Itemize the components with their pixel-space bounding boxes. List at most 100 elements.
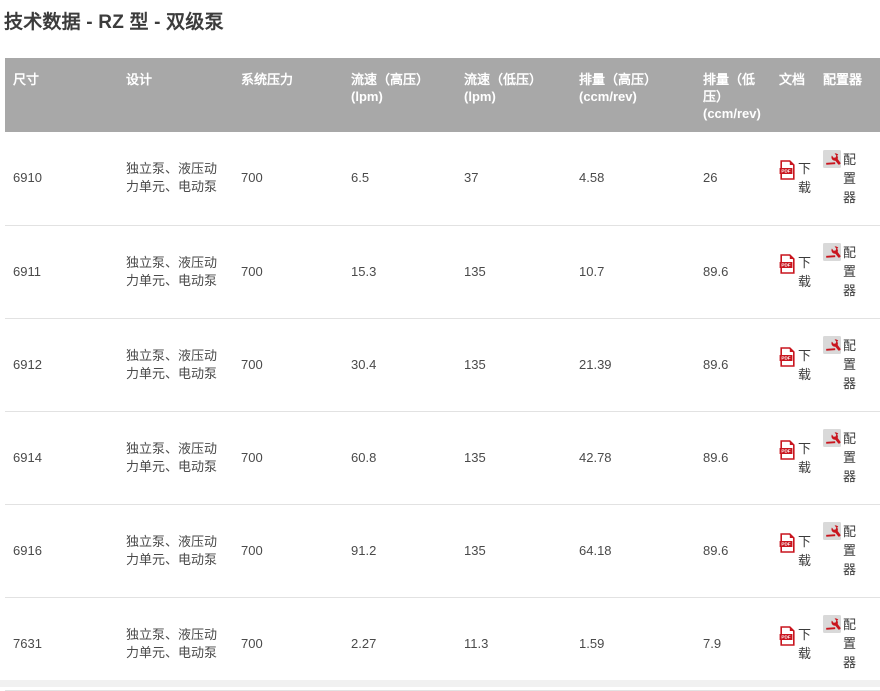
cell-flow-high: 91.2	[343, 504, 456, 598]
wrench-icon	[823, 243, 841, 261]
table-row: 6916 独立泵、液压动力单元、电动泵 700 91.2 135 64.18 8…	[5, 504, 880, 598]
cell-design: 独立泵、液压动力单元、电动泵	[118, 597, 233, 691]
download-pdf-link[interactable]: PDF 下载	[779, 253, 813, 291]
pdf-file-icon: PDF	[779, 625, 796, 646]
cell-displacement-high: 1.59	[571, 597, 695, 691]
cell-configurator: 配置器	[815, 132, 880, 226]
cell-design: 独立泵、液压动力单元、电动泵	[118, 318, 233, 412]
cell-size: 7631	[5, 597, 118, 691]
column-header-size: 尺寸	[5, 58, 118, 132]
cell-documents: PDF 下载	[771, 132, 815, 226]
wrench-icon	[823, 149, 841, 168]
table-row: 6912 独立泵、液压动力单元、电动泵 700 30.4 135 21.39 8…	[5, 318, 880, 412]
pdf-file-icon: PDF	[779, 346, 796, 367]
wrench-icon	[823, 615, 841, 633]
download-pdf-link[interactable]: PDF 下载	[779, 625, 813, 663]
svg-text:PDF: PDF	[781, 448, 790, 453]
cell-system-pressure: 700	[233, 504, 343, 598]
pdf-file-icon: PDF	[779, 253, 796, 274]
page-title: 技术数据 - RZ 型 - 双级泵	[4, 12, 224, 33]
cell-flow-high: 6.5	[343, 132, 456, 226]
cell-displacement-high: 21.39	[571, 318, 695, 412]
cell-system-pressure: 700	[233, 597, 343, 691]
cell-design: 独立泵、液压动力单元、电动泵	[118, 132, 233, 226]
cell-size: 6910	[5, 132, 118, 226]
download-pdf-link[interactable]: PDF 下载	[779, 532, 813, 570]
download-label: 下载	[798, 347, 812, 382]
cell-size: 6916	[5, 504, 118, 598]
wrench-icon	[823, 336, 841, 354]
table-header: 尺寸 设计 系统压力 流速（高压） (lpm) 流速（低压） (lpm) 排量（…	[5, 58, 880, 132]
cell-configurator: 配置器	[815, 504, 880, 598]
configurator-label: 配置器	[843, 524, 857, 577]
cell-size: 6911	[5, 225, 118, 319]
svg-text:PDF: PDF	[781, 634, 790, 639]
cell-flow-high: 60.8	[343, 411, 456, 505]
cell-system-pressure: 700	[233, 225, 343, 319]
cell-displacement-low: 89.6	[695, 225, 771, 319]
download-pdf-link[interactable]: PDF 下载	[779, 439, 813, 477]
cell-configurator: 配置器	[815, 597, 880, 691]
download-pdf-link[interactable]: PDF 下载	[779, 159, 813, 197]
cell-design: 独立泵、液压动力单元、电动泵	[118, 504, 233, 598]
cell-displacement-low: 89.6	[695, 504, 771, 598]
column-header-displacement-high: 排量（高压） (ccm/rev)	[571, 58, 695, 132]
configurator-label: 配置器	[843, 151, 857, 205]
svg-text:PDF: PDF	[781, 262, 790, 267]
wrench-icon	[823, 522, 841, 540]
configurator-link[interactable]: 配置器	[823, 429, 858, 486]
column-header-flow-low: 流速（低压） (lpm)	[456, 58, 571, 132]
cell-displacement-low: 89.6	[695, 318, 771, 412]
pdf-file-icon: PDF	[779, 532, 796, 553]
pdf-file-icon: PDF	[779, 439, 796, 460]
cell-configurator: 配置器	[815, 225, 880, 319]
cell-flow-low: 135	[456, 504, 571, 598]
cell-system-pressure: 700	[233, 411, 343, 505]
configurator-label: 配置器	[843, 431, 857, 484]
column-header-design: 设计	[118, 58, 233, 132]
cell-design: 独立泵、液压动力单元、电动泵	[118, 225, 233, 319]
cell-flow-high: 2.27	[343, 597, 456, 691]
cell-displacement-low: 26	[695, 132, 771, 226]
wrench-icon	[823, 429, 841, 447]
column-header-configurator: 配置器	[815, 58, 880, 132]
configurator-label: 配置器	[843, 617, 857, 670]
download-label: 下载	[798, 254, 812, 289]
configurator-link[interactable]: 配置器	[823, 615, 858, 672]
svg-text:PDF: PDF	[781, 541, 790, 546]
cell-flow-high: 15.3	[343, 225, 456, 319]
configurator-link[interactable]: 配置器	[823, 243, 858, 300]
cell-documents: PDF 下载	[771, 318, 815, 412]
download-label: 下载	[798, 626, 812, 661]
svg-text:PDF: PDF	[781, 169, 790, 174]
cell-displacement-low: 89.6	[695, 411, 771, 505]
table-row: 6914 独立泵、液压动力单元、电动泵 700 60.8 135 42.78 8…	[5, 411, 880, 505]
cell-displacement-low: 7.9	[695, 597, 771, 691]
cell-flow-low: 11.3	[456, 597, 571, 691]
cell-design: 独立泵、液压动力单元、电动泵	[118, 411, 233, 505]
download-label: 下载	[798, 161, 812, 196]
cell-displacement-high: 4.58	[571, 132, 695, 226]
cell-flow-low: 37	[456, 132, 571, 226]
column-header-system-pressure: 系统压力	[233, 58, 343, 132]
pdf-file-icon: PDF	[779, 160, 796, 181]
configurator-link[interactable]: 配置器	[823, 522, 858, 579]
download-label: 下载	[798, 440, 812, 475]
column-header-displacement-low: 排量（低压） (ccm/rev)	[695, 58, 771, 132]
download-pdf-link[interactable]: PDF 下载	[779, 346, 813, 384]
table-row: 6911 独立泵、液压动力单元、电动泵 700 15.3 135 10.7 89…	[5, 225, 880, 319]
table-row: 6910 独立泵、液压动力单元、电动泵 700 6.5 37 4.58 26 P…	[5, 132, 880, 226]
table-header-row: 尺寸 设计 系统压力 流速（高压） (lpm) 流速（低压） (lpm) 排量（…	[5, 58, 880, 132]
cell-flow-low: 135	[456, 411, 571, 505]
cell-flow-high: 30.4	[343, 318, 456, 412]
cell-system-pressure: 700	[233, 318, 343, 412]
column-header-documents: 文档	[771, 58, 815, 132]
configurator-link[interactable]: 配置器	[823, 336, 858, 393]
cell-documents: PDF 下载	[771, 504, 815, 598]
svg-text:PDF: PDF	[781, 355, 790, 360]
configurator-link[interactable]: 配置器	[823, 149, 858, 207]
configurator-label: 配置器	[843, 245, 857, 298]
cell-configurator: 配置器	[815, 411, 880, 505]
cell-documents: PDF 下载	[771, 411, 815, 505]
